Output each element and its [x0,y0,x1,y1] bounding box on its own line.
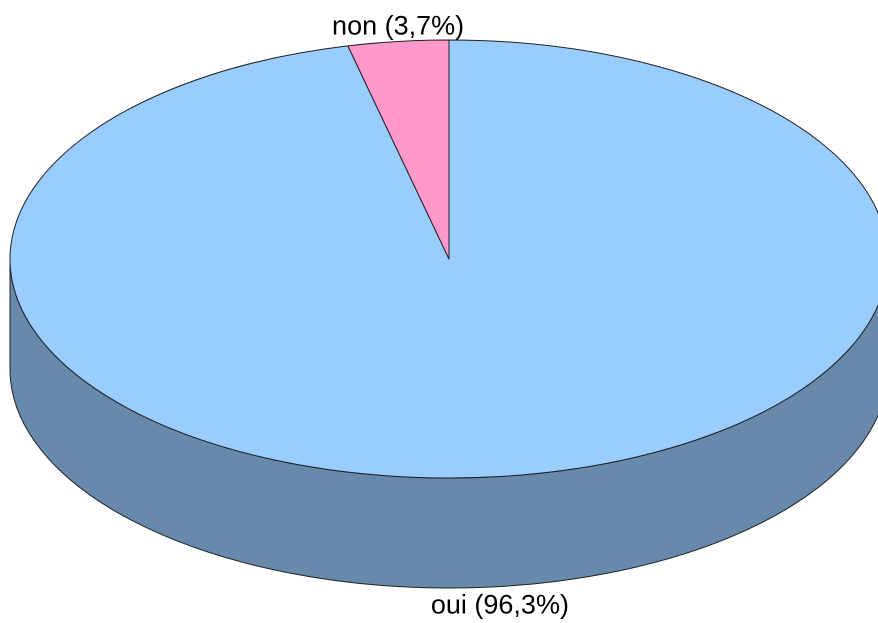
slice-label: non (3,7%) [332,11,464,41]
pie-slice [347,39,450,260]
slice-label: oui (96,3%) [431,590,569,620]
pie-slice [9,39,878,479]
